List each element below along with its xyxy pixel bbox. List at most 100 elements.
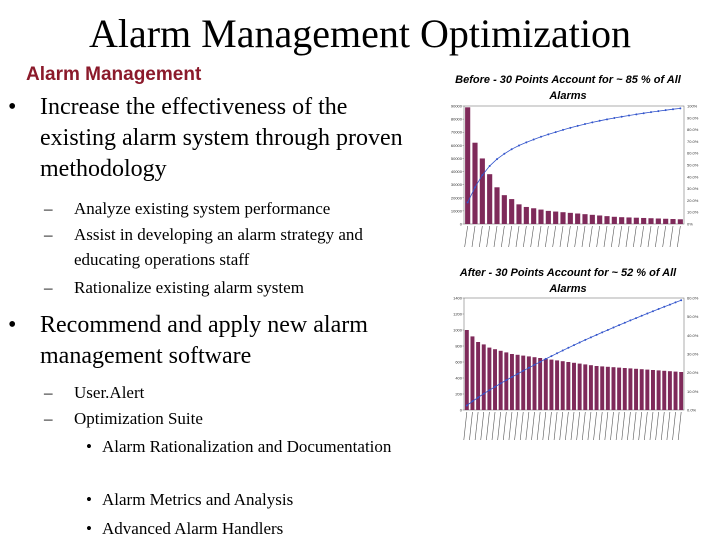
cumulative-point xyxy=(547,133,550,136)
x-tick-label-stroke xyxy=(647,225,652,248)
cumulative-point xyxy=(540,135,542,138)
cumulative-point xyxy=(618,324,621,327)
bar xyxy=(679,372,684,410)
x-tick-label-stroke xyxy=(479,225,483,248)
bar xyxy=(617,367,622,410)
bar xyxy=(509,199,515,224)
bar xyxy=(515,354,520,410)
y-tick-label: 1200 xyxy=(453,312,463,317)
x-tick-label-stroke xyxy=(640,225,644,248)
bar xyxy=(597,215,603,224)
x-tick-label-stroke xyxy=(677,225,681,248)
x-tick-label-stroke xyxy=(672,411,676,441)
x-tick-label-stroke xyxy=(655,411,659,441)
x-tick-label-stroke xyxy=(574,225,578,248)
bar xyxy=(583,364,588,410)
cumulative-point xyxy=(516,372,519,375)
bar xyxy=(662,370,667,410)
y-tick-label: 400 xyxy=(455,376,462,381)
y2-tick-label: 10.0% xyxy=(687,210,699,215)
x-tick-label-stroke xyxy=(669,225,674,248)
sub-sub-bullet-text: Alarm Rationalization and Documentation xyxy=(102,437,392,456)
bar xyxy=(532,357,537,410)
bar xyxy=(611,367,616,410)
x-tick-label-stroke xyxy=(610,411,614,441)
plot-frame xyxy=(463,105,685,225)
bar xyxy=(543,358,548,410)
bar xyxy=(577,363,582,410)
cumulative-point xyxy=(505,379,508,382)
x-tick-label-stroke xyxy=(589,225,593,248)
x-tick-label-stroke xyxy=(463,411,468,441)
bar xyxy=(553,211,559,224)
cumulative-point xyxy=(518,144,520,147)
cumulative-point xyxy=(680,299,683,302)
x-tick-label-stroke xyxy=(604,411,609,441)
after-pareto-chart: 0 200 400 600 800 1000 1200 1400 0.0% 10.0% 20.0% 3… xyxy=(436,292,716,462)
cumulative-point xyxy=(488,164,491,167)
cumulative-point xyxy=(629,319,632,322)
cumulative-point xyxy=(606,328,609,331)
cumulative-point xyxy=(612,326,615,329)
x-tick-label-stroke xyxy=(603,225,608,248)
sub-bullet-text: Rationalize existing alarm system xyxy=(74,278,304,297)
sub-bullet-item: – Rationalize existing alarm system xyxy=(44,275,424,300)
x-tick-label-stroke xyxy=(666,411,671,441)
cumulative-point xyxy=(674,301,677,304)
cumulative-point xyxy=(623,321,626,324)
x-tick-label-stroke xyxy=(598,411,603,441)
bullet-glyph: • xyxy=(86,490,92,509)
sub-bullet-item: – User.Alert xyxy=(44,380,424,405)
x-tick-label-stroke xyxy=(552,225,556,248)
bullet-glyph: • xyxy=(86,519,92,538)
dash-glyph: – xyxy=(44,383,53,402)
bar xyxy=(560,212,566,224)
cumulative-point xyxy=(474,186,476,189)
cumulative-point xyxy=(606,118,608,121)
y2-tick-label: 90.0% xyxy=(687,115,699,120)
cumulative-point xyxy=(510,375,513,378)
cumulative-point xyxy=(481,174,484,177)
bar xyxy=(670,219,676,224)
bar xyxy=(645,369,650,410)
sub-sub-bullet-text: Advanced Alarm Handlers xyxy=(102,519,284,538)
y2-tick-label: 10.0% xyxy=(687,389,699,394)
cumulative-point xyxy=(584,123,586,126)
cumulative-point xyxy=(554,131,557,134)
x-tick-label-stroke xyxy=(545,225,549,248)
y2-tick-label: 70.0% xyxy=(687,139,699,144)
cumulative-point xyxy=(544,357,547,360)
y2-tick-label: 60.0% xyxy=(687,296,699,301)
bar xyxy=(639,369,644,410)
x-tick-label-stroke xyxy=(464,225,468,248)
y2-tick-label: 100% xyxy=(687,104,698,109)
cumulative-point xyxy=(482,392,485,395)
y2-tick-label: 50.0% xyxy=(687,314,699,319)
bar xyxy=(611,216,617,224)
bar xyxy=(560,361,565,410)
x-tick-label-stroke xyxy=(553,411,558,441)
cumulative-point xyxy=(503,152,506,155)
y-tick-label: 70000 xyxy=(451,130,463,135)
bar xyxy=(566,362,571,410)
bar xyxy=(567,212,573,224)
sub-bullet-item: – Assist in developing an alarm strategy… xyxy=(44,222,424,272)
y2-tick-label: 40.0% xyxy=(687,174,699,179)
sub-sub-bullet-item: • Advanced Alarm Handlers xyxy=(86,517,406,540)
x-tick-label-stroke xyxy=(514,411,518,441)
x-tick-label-stroke xyxy=(644,411,648,441)
bullet-text: Recommend and apply new alarm management… xyxy=(40,312,368,369)
x-tick-label-stroke xyxy=(525,411,530,441)
bar xyxy=(628,368,633,410)
cumulative-point xyxy=(527,366,530,369)
cumulative-point xyxy=(646,312,649,315)
bar xyxy=(605,366,610,410)
cumulative-point xyxy=(488,389,491,392)
cumulative-point xyxy=(598,119,601,122)
cumulative-point xyxy=(510,148,513,151)
x-tick-label-stroke xyxy=(677,411,682,441)
y-tick-label: 800 xyxy=(455,344,462,349)
cumulative-point xyxy=(539,360,542,363)
bullet-item-1: • Increase the effectiveness of the exis… xyxy=(8,92,428,185)
cumulative-point xyxy=(496,158,498,161)
